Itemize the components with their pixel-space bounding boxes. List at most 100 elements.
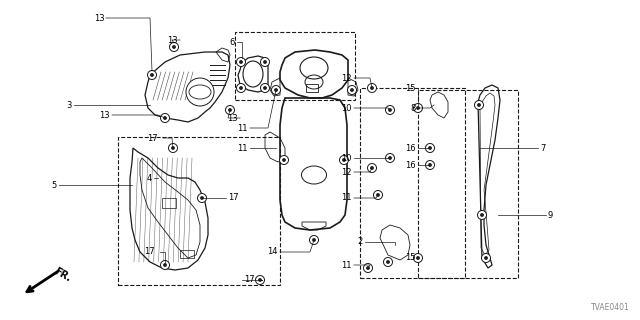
Circle shape (170, 43, 179, 52)
Text: 2: 2 (358, 237, 363, 246)
Circle shape (388, 109, 391, 111)
Circle shape (367, 164, 376, 172)
Text: 17: 17 (228, 194, 239, 203)
Text: 17: 17 (147, 133, 158, 142)
Circle shape (271, 85, 280, 94)
Circle shape (374, 190, 383, 199)
Circle shape (240, 61, 242, 63)
Circle shape (429, 164, 431, 166)
Circle shape (481, 253, 490, 262)
Text: 7: 7 (540, 143, 545, 153)
Circle shape (259, 279, 261, 281)
Text: 16: 16 (405, 143, 416, 153)
Text: 3: 3 (67, 100, 72, 109)
Circle shape (385, 106, 394, 115)
Bar (418, 90, 518, 278)
Circle shape (264, 61, 266, 63)
Text: 11: 11 (342, 260, 352, 269)
Circle shape (173, 46, 175, 48)
Circle shape (264, 87, 266, 89)
Circle shape (237, 58, 246, 67)
Text: 13: 13 (99, 110, 110, 119)
Circle shape (260, 84, 269, 92)
Circle shape (198, 194, 207, 203)
Circle shape (310, 236, 319, 244)
Circle shape (147, 70, 157, 79)
Circle shape (478, 104, 480, 106)
Circle shape (229, 109, 231, 111)
Circle shape (474, 100, 483, 109)
Circle shape (348, 85, 356, 94)
Circle shape (260, 58, 269, 67)
Text: 11: 11 (342, 194, 352, 203)
Bar (180, 250, 194, 258)
Circle shape (485, 257, 487, 259)
Circle shape (429, 147, 431, 149)
Circle shape (413, 253, 422, 262)
Circle shape (388, 157, 391, 159)
Text: 13: 13 (227, 114, 238, 123)
Text: 12: 12 (342, 167, 352, 177)
Text: 9: 9 (548, 211, 553, 220)
Text: 4: 4 (147, 173, 152, 182)
Circle shape (280, 156, 289, 164)
Circle shape (351, 89, 353, 91)
Text: 15: 15 (406, 253, 416, 262)
Circle shape (275, 89, 277, 91)
Circle shape (172, 147, 174, 149)
Circle shape (164, 264, 166, 266)
Circle shape (377, 194, 379, 196)
Text: 6: 6 (230, 37, 235, 46)
Text: 5: 5 (52, 180, 57, 189)
Circle shape (313, 239, 315, 241)
Text: 14: 14 (268, 247, 278, 257)
Text: 8: 8 (411, 103, 416, 113)
Text: TVAE0401: TVAE0401 (591, 303, 630, 312)
Circle shape (367, 84, 376, 92)
Text: 11: 11 (237, 143, 248, 153)
Circle shape (417, 107, 419, 109)
Circle shape (237, 84, 246, 92)
Circle shape (426, 161, 435, 170)
Bar (162, 198, 176, 208)
Circle shape (240, 87, 242, 89)
Text: 13: 13 (168, 36, 178, 44)
Text: 10: 10 (342, 103, 352, 113)
Text: 10: 10 (342, 154, 352, 163)
Circle shape (371, 87, 373, 89)
Text: 11: 11 (237, 124, 248, 132)
Text: 17: 17 (244, 276, 255, 284)
Circle shape (413, 103, 422, 113)
Circle shape (385, 154, 394, 163)
Text: 17: 17 (145, 247, 155, 257)
Text: 13: 13 (94, 13, 105, 22)
Circle shape (387, 261, 389, 263)
Circle shape (283, 159, 285, 161)
Bar (235, 32, 355, 100)
Text: 16: 16 (405, 161, 416, 170)
Bar (360, 88, 465, 278)
Circle shape (164, 117, 166, 119)
Circle shape (151, 74, 153, 76)
Circle shape (383, 258, 392, 267)
Circle shape (481, 214, 483, 216)
Text: 15: 15 (406, 84, 416, 92)
Circle shape (255, 276, 264, 284)
Circle shape (225, 106, 234, 115)
Circle shape (339, 156, 349, 164)
Circle shape (426, 143, 435, 153)
Circle shape (186, 78, 214, 106)
Circle shape (201, 197, 204, 199)
Bar (306, 84, 318, 92)
Circle shape (161, 260, 170, 269)
Circle shape (477, 211, 486, 220)
Circle shape (364, 263, 372, 273)
Bar (118, 137, 280, 285)
Circle shape (371, 167, 373, 169)
Circle shape (168, 143, 177, 153)
Circle shape (161, 114, 170, 123)
Circle shape (343, 159, 345, 161)
Circle shape (367, 267, 369, 269)
Text: 12: 12 (342, 74, 352, 83)
Text: FR.: FR. (52, 266, 72, 284)
